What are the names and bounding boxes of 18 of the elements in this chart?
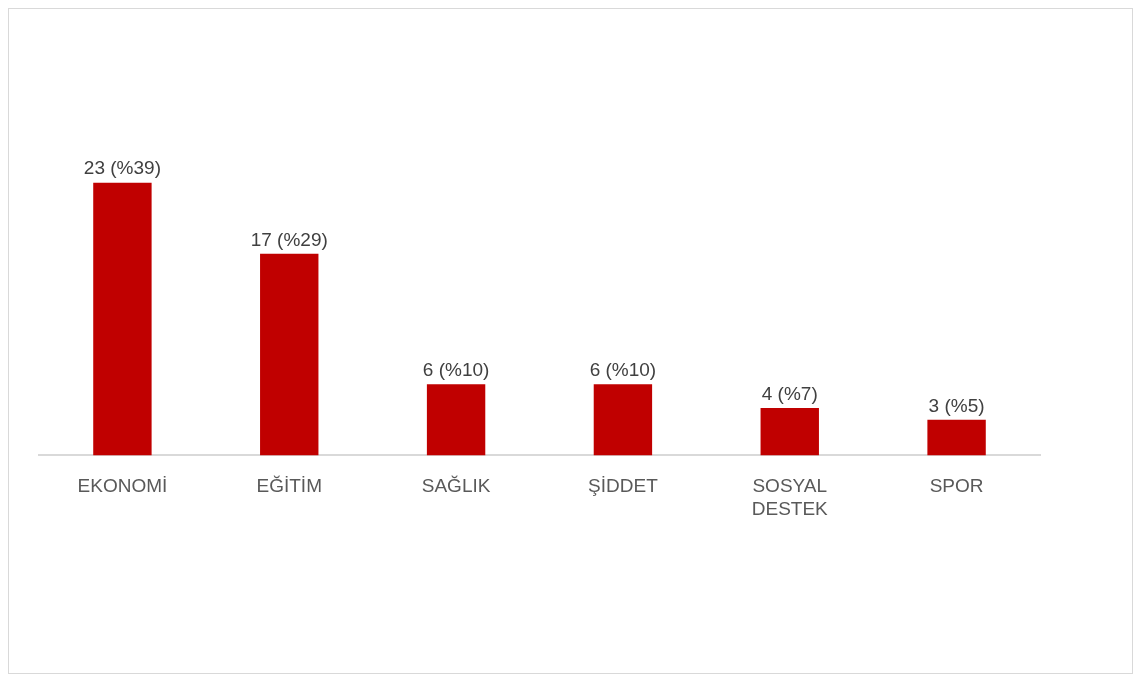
bar — [426, 384, 486, 456]
data-label: 3 (%5) — [928, 394, 985, 416]
data-label: 6 (%10) — [422, 359, 490, 380]
bar — [93, 182, 152, 456]
bar — [760, 407, 819, 456]
bar — [927, 419, 986, 456]
data-label: 4 (%7) — [761, 382, 818, 404]
x-tick-label: SOSYAL DESTEK — [751, 475, 829, 519]
x-tick-label: ŞİDDET — [588, 475, 659, 497]
bar — [260, 253, 319, 456]
x-tick-label: SPOR — [929, 475, 984, 497]
data-label: 6 (%10) — [589, 359, 657, 380]
data-label: 23 (%39) — [83, 157, 161, 179]
x-tick-label: EĞİTİM — [256, 475, 322, 497]
x-tick-label: EKONOMİ — [77, 475, 168, 497]
bar — [593, 384, 653, 456]
x-tick-label: SAĞLIK — [421, 475, 491, 497]
data-label: 17 (%29) — [250, 228, 328, 250]
